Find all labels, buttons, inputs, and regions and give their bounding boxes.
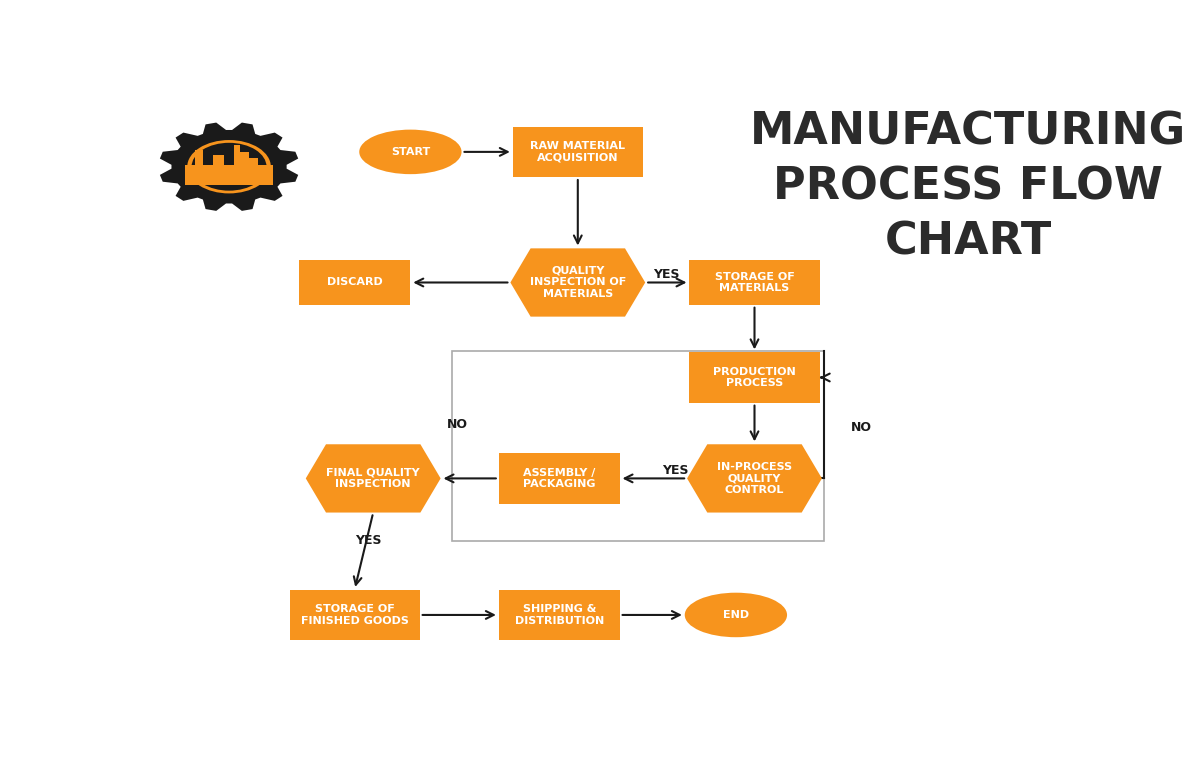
Text: IN-PROCESS
QUALITY
CONTROL: IN-PROCESS QUALITY CONTROL xyxy=(716,462,792,495)
FancyBboxPatch shape xyxy=(299,261,410,305)
Polygon shape xyxy=(160,123,299,211)
Text: QUALITY
INSPECTION OF
MATERIALS: QUALITY INSPECTION OF MATERIALS xyxy=(529,266,626,299)
Text: ASSEMBLY /
PACKAGING: ASSEMBLY / PACKAGING xyxy=(523,467,595,490)
Text: YES: YES xyxy=(653,268,679,281)
Text: SHIPPING &
DISTRIBUTION: SHIPPING & DISTRIBUTION xyxy=(515,604,604,626)
Text: FINAL QUALITY
INSPECTION: FINAL QUALITY INSPECTION xyxy=(326,467,420,490)
FancyBboxPatch shape xyxy=(690,352,820,402)
Polygon shape xyxy=(688,444,822,513)
Polygon shape xyxy=(185,145,274,185)
Text: PRODUCTION
PROCESS: PRODUCTION PROCESS xyxy=(713,367,796,389)
Text: MANUFACTURING
PROCESS FLOW
CHART: MANUFACTURING PROCESS FLOW CHART xyxy=(750,110,1187,263)
Text: START: START xyxy=(391,147,430,157)
FancyBboxPatch shape xyxy=(289,590,420,640)
Ellipse shape xyxy=(187,140,271,194)
Bar xyxy=(452,351,824,540)
Ellipse shape xyxy=(182,137,276,197)
Polygon shape xyxy=(510,248,646,317)
FancyBboxPatch shape xyxy=(690,261,820,305)
Text: NO: NO xyxy=(851,422,872,434)
Text: STORAGE OF
MATERIALS: STORAGE OF MATERIALS xyxy=(715,271,794,293)
Ellipse shape xyxy=(359,130,462,174)
Ellipse shape xyxy=(192,143,266,190)
FancyBboxPatch shape xyxy=(499,590,619,640)
Text: END: END xyxy=(722,610,749,620)
Text: NO: NO xyxy=(446,419,468,432)
Polygon shape xyxy=(306,444,440,513)
Text: STORAGE OF
FINISHED GOODS: STORAGE OF FINISHED GOODS xyxy=(301,604,408,626)
Text: RAW MATERIAL
ACQUISITION: RAW MATERIAL ACQUISITION xyxy=(530,141,625,163)
FancyBboxPatch shape xyxy=(499,453,619,503)
Text: YES: YES xyxy=(662,464,689,477)
Text: DISCARD: DISCARD xyxy=(326,278,383,288)
FancyBboxPatch shape xyxy=(512,126,643,177)
Ellipse shape xyxy=(685,593,787,637)
Text: YES: YES xyxy=(355,534,382,547)
